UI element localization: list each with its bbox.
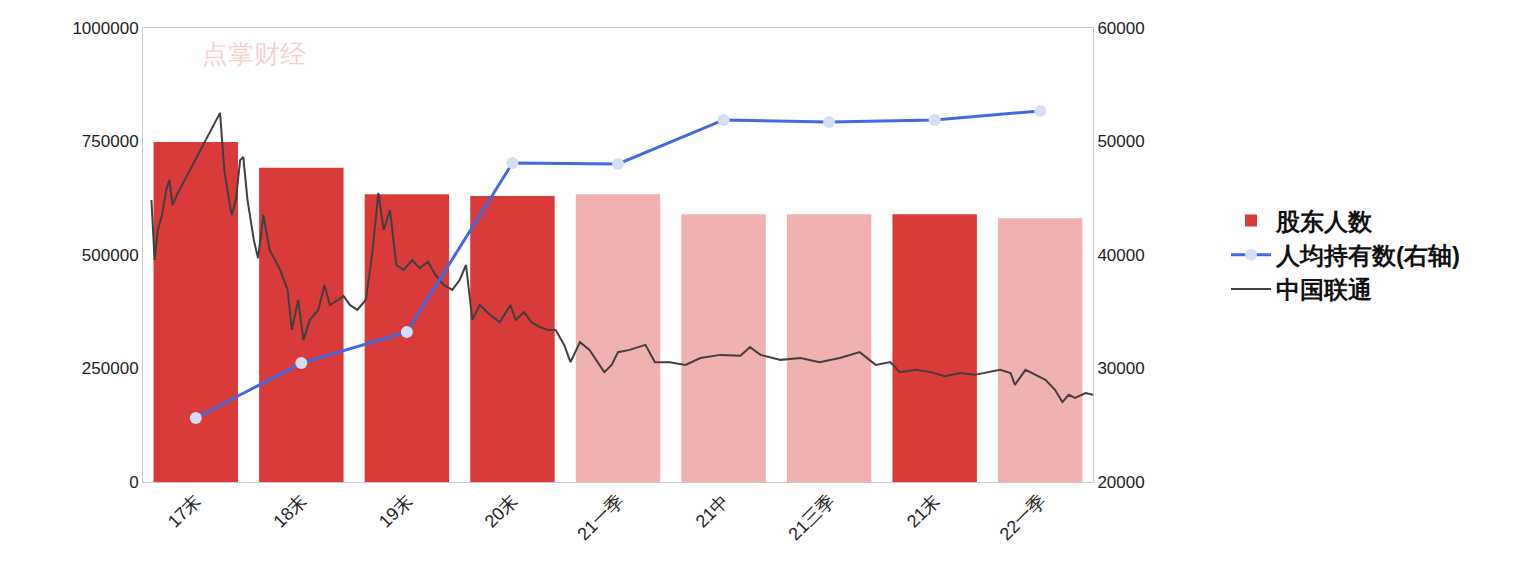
svg-text:19末: 19末: [375, 491, 416, 532]
svg-text:250000: 250000: [82, 359, 139, 378]
svg-text:20末: 20末: [481, 491, 522, 532]
svg-text:17末: 17末: [164, 491, 205, 532]
svg-text:人均持有数(右轴): 人均持有数(右轴): [1275, 242, 1460, 269]
svg-text:20000: 20000: [1097, 473, 1144, 492]
svg-text:1000000: 1000000: [72, 19, 138, 38]
svg-text:50000: 50000: [1097, 132, 1144, 151]
svg-text:21三季: 21三季: [785, 491, 839, 545]
svg-text:40000: 40000: [1097, 246, 1144, 265]
svg-text:21末: 21末: [903, 491, 944, 532]
svg-text:21中: 21中: [692, 491, 733, 532]
svg-text:500000: 500000: [82, 246, 139, 265]
svg-text:中国联通: 中国联通: [1276, 276, 1372, 303]
svg-text:18末: 18末: [269, 491, 310, 532]
svg-text:股东人数: 股东人数: [1275, 208, 1373, 235]
svg-text:60000: 60000: [1097, 19, 1144, 38]
svg-text:30000: 30000: [1097, 359, 1144, 378]
svg-text:21一季: 21一季: [573, 491, 627, 545]
svg-text:750000: 750000: [82, 132, 139, 151]
svg-text:22一季: 22一季: [996, 491, 1050, 545]
svg-text:0: 0: [129, 473, 138, 492]
svg-text:点掌财经: 点掌财经: [202, 39, 306, 69]
